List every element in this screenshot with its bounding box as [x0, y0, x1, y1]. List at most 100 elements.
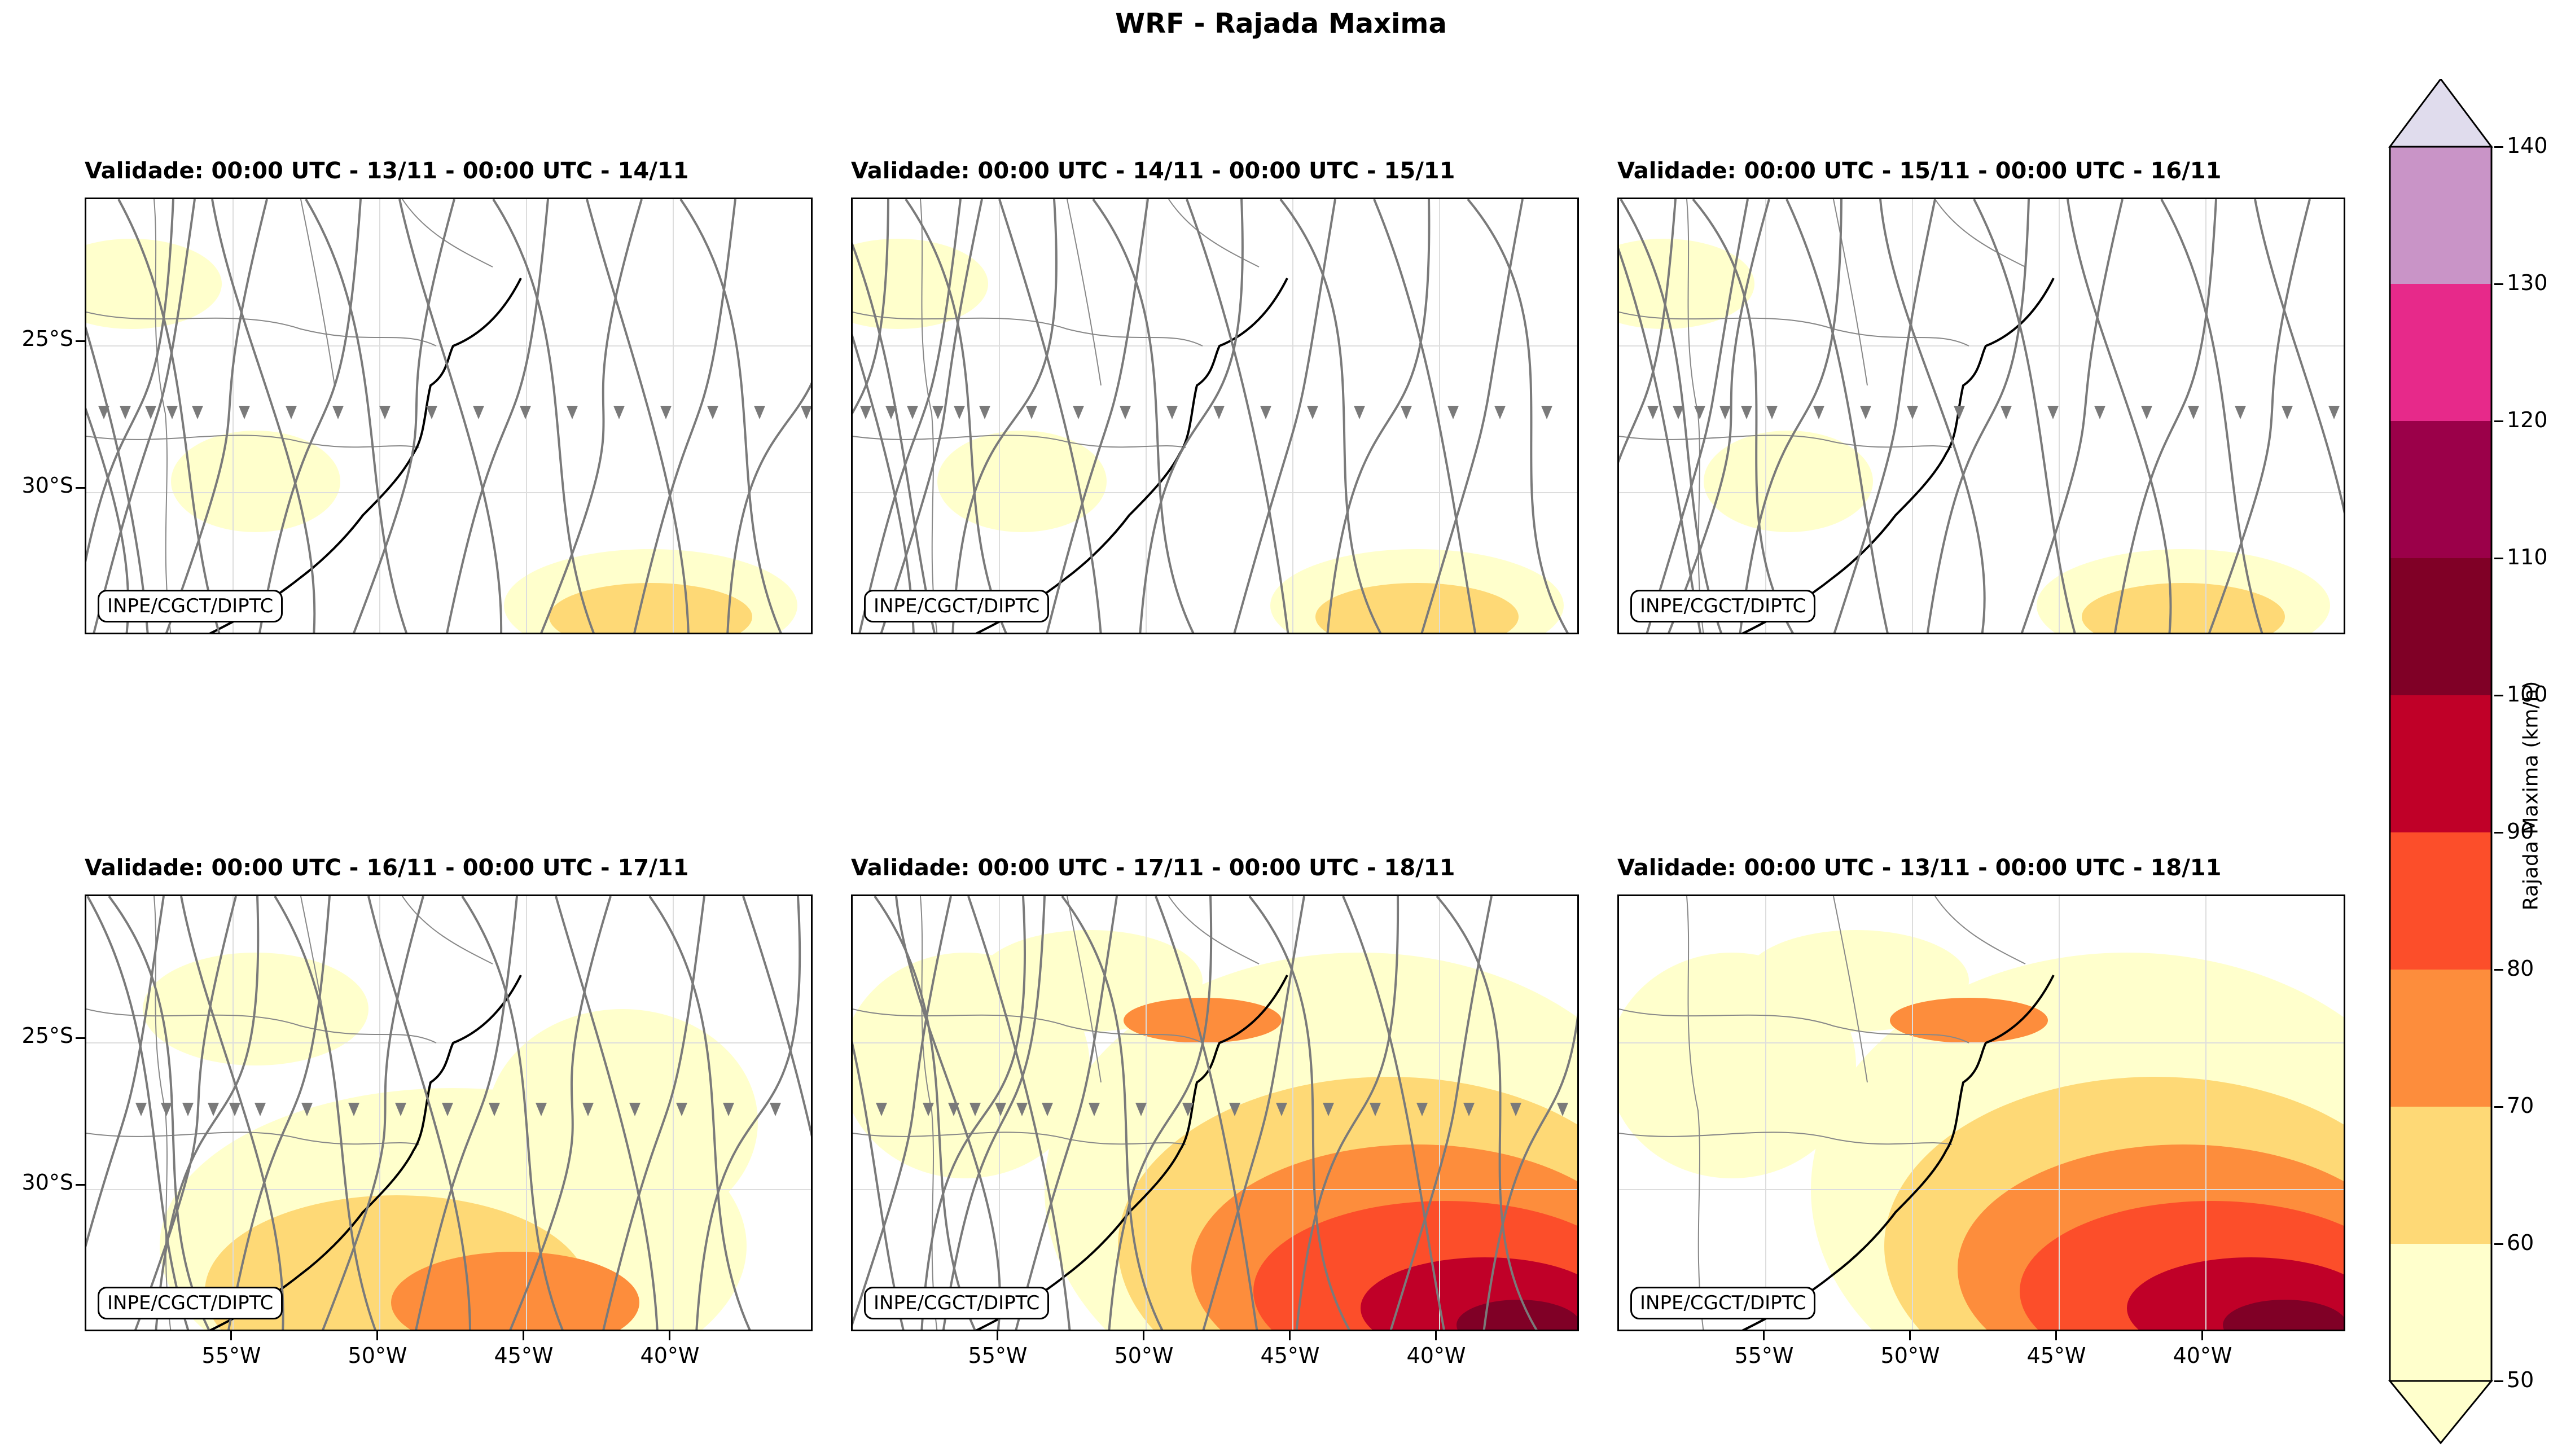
- streamline-arrow: [1323, 1103, 1334, 1116]
- lon-label-40w: 40°W: [640, 1343, 700, 1368]
- streamline: [1785, 199, 1889, 633]
- streamline-arrow: [1276, 1103, 1287, 1116]
- streamline-arrow: [1026, 406, 1037, 419]
- state-border: [1619, 1008, 1969, 1043]
- streamline: [895, 896, 1001, 1330]
- streamline-arrow: [1647, 406, 1659, 419]
- streamline-arrow: [1907, 406, 1918, 419]
- streamline: [942, 896, 1046, 1330]
- state-border: [1168, 896, 1260, 964]
- streamline-arrow: [1166, 406, 1178, 419]
- streamline-arrow: [754, 406, 765, 419]
- lon-tick: [1763, 1331, 1765, 1340]
- colorbar-tick-label: 60: [2507, 1230, 2534, 1255]
- streamline: [555, 896, 659, 1330]
- state-border: [1833, 199, 1868, 386]
- state-border: [86, 1132, 420, 1145]
- streamline-arrow: [2328, 406, 2340, 419]
- credit-label: INPE/CGCT/DIPTC: [98, 1287, 283, 1319]
- streamline: [86, 896, 190, 1330]
- streamline-arrow: [182, 1103, 194, 1116]
- map-svg: [86, 199, 811, 633]
- colorbar-tickmark: [2494, 695, 2503, 696]
- lat-label-25s: 25°S: [21, 326, 73, 351]
- colorbar-tick-label: 50: [2507, 1367, 2534, 1392]
- state-border: [853, 435, 1186, 448]
- lon-tick: [2055, 1331, 2057, 1340]
- streamline-arrow: [1182, 1103, 1194, 1116]
- streamline-arrow: [489, 1103, 500, 1116]
- streamline: [180, 896, 284, 1330]
- colorbar-tick-label: 70: [2507, 1093, 2534, 1118]
- streamline-arrow: [161, 1103, 172, 1116]
- colorbar-band: [2390, 832, 2491, 970]
- streamline: [1248, 896, 1351, 1330]
- streamline: [117, 199, 221, 633]
- streamline-arrow: [239, 406, 250, 419]
- streamline: [1061, 896, 1164, 1330]
- streamline-arrow: [2188, 406, 2199, 419]
- colorbar-band: [2390, 147, 2491, 284]
- lon-tick: [669, 1331, 670, 1340]
- lon-label-40w: 40°W: [2173, 1343, 2232, 1368]
- colorbar-tickmark: [2494, 420, 2503, 422]
- streamline-arrow: [885, 406, 897, 419]
- gust-area: [1704, 431, 1873, 532]
- colorbar-band: [2390, 695, 2491, 832]
- streamline: [2160, 199, 2263, 633]
- streamline-arrow: [536, 1103, 547, 1116]
- lon-tick: [1143, 1331, 1144, 1340]
- colorbar-tickmark: [2494, 1243, 2503, 1245]
- streamline-arrow: [2094, 406, 2105, 419]
- streamline: [1139, 199, 1244, 633]
- lon-tick: [2201, 1331, 2203, 1340]
- panel-title: Validade: 00:00 UTC - 16/11 - 00:00 UTC …: [85, 855, 689, 881]
- lat-label-30s: 30°S: [21, 473, 73, 498]
- streamline-arrow: [1447, 406, 1459, 419]
- streamline: [1202, 896, 1305, 1330]
- streamline: [446, 199, 549, 633]
- streamline: [951, 199, 1058, 633]
- streamline-arrow: [770, 1103, 781, 1116]
- map-area: INPE/CGCT/DIPTC: [851, 894, 1579, 1331]
- streamline-arrow: [2047, 406, 2059, 419]
- streamline: [2208, 199, 2311, 633]
- gust-area: [391, 1252, 639, 1330]
- streamline: [367, 896, 471, 1330]
- streamline-arrow: [613, 406, 625, 419]
- streamline-arrow: [145, 406, 156, 419]
- streamline: [86, 199, 174, 563]
- map-area: INPE/CGCT/DIPTC: [85, 198, 813, 634]
- colorbar-tickmark: [2494, 283, 2503, 285]
- colorbar-band: [2390, 970, 2491, 1107]
- streamline-arrow: [1229, 1103, 1240, 1116]
- streamline: [353, 199, 455, 633]
- map-svg: [1619, 199, 2344, 633]
- streamline-arrow: [1089, 1103, 1100, 1116]
- state-border: [1619, 435, 1953, 448]
- streamline: [1620, 199, 1723, 633]
- colorbar-tick-label: 80: [2507, 956, 2534, 981]
- colorbar-tickmark: [2494, 832, 2503, 834]
- lon-tick: [1435, 1331, 1437, 1340]
- lon-label-45w: 45°W: [494, 1343, 554, 1368]
- streamline-arrow: [1401, 406, 1412, 419]
- streamline-arrow: [1766, 406, 1778, 419]
- map-svg: [853, 199, 1577, 633]
- streamline: [398, 199, 503, 633]
- streamline: [853, 1040, 905, 1330]
- streamline-arrow: [379, 406, 391, 419]
- streamline: [1015, 896, 1118, 1330]
- streamline-arrow: [192, 406, 203, 419]
- state-border: [853, 1132, 1186, 1145]
- streamline: [1692, 199, 1794, 633]
- streamline: [1739, 199, 1842, 633]
- streamline: [1186, 199, 1289, 633]
- streamline-arrow: [348, 1103, 359, 1116]
- state-border: [1833, 896, 1868, 1083]
- colorbar-tickmark: [2494, 146, 2503, 148]
- lon-label-50w: 50°W: [1114, 1343, 1174, 1368]
- coastline: [1741, 278, 2055, 633]
- lon-label-55w: 55°W: [968, 1343, 1028, 1368]
- lon-label-50w: 50°W: [1880, 1343, 1940, 1368]
